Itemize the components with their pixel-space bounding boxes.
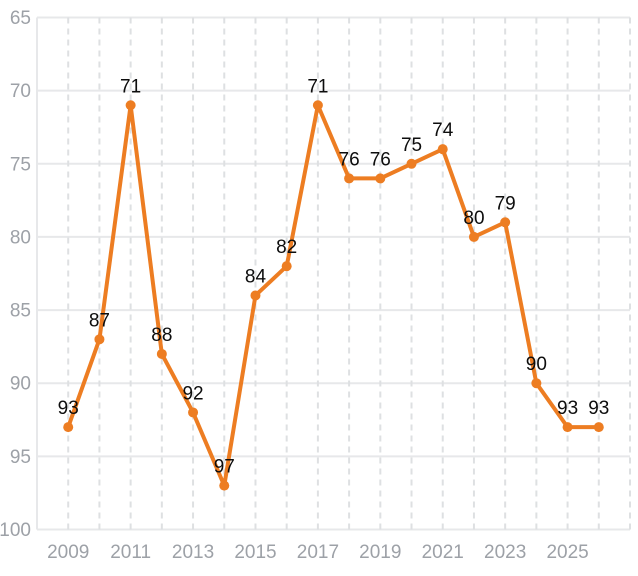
x-tick-label: 2017 — [297, 542, 339, 563]
data-point — [63, 422, 74, 433]
data-point-label: 97 — [214, 457, 235, 478]
data-point-label: 92 — [182, 383, 203, 404]
y-tick-label: 100 — [0, 520, 31, 541]
data-point — [468, 231, 479, 242]
y-tick-label: 95 — [10, 447, 31, 468]
data-point-label: 93 — [58, 398, 79, 419]
data-point — [156, 348, 167, 359]
x-tick-label: 2011 — [110, 542, 151, 563]
y-tick-label: 75 — [10, 154, 31, 175]
x-tick-label: 2025 — [546, 542, 588, 563]
data-point — [94, 334, 105, 345]
data-point — [562, 422, 573, 433]
data-point-label: 93 — [557, 398, 578, 419]
x-tick-label: 2023 — [484, 542, 526, 563]
data-point-label: 76 — [370, 149, 391, 170]
data-point-label: 71 — [120, 76, 141, 97]
data-point-label: 88 — [151, 325, 172, 346]
data-point-label: 80 — [463, 208, 484, 229]
data-point — [125, 100, 136, 111]
data-point — [188, 407, 199, 418]
x-tick-label: 2015 — [234, 542, 276, 563]
data-point — [312, 100, 323, 111]
data-point-label: 71 — [307, 76, 328, 97]
data-point — [406, 158, 417, 169]
x-tick-label: 2019 — [359, 542, 401, 563]
data-point-label: 87 — [89, 310, 110, 331]
data-point — [593, 422, 604, 433]
data-point-label: 90 — [526, 354, 547, 375]
data-point-label: 74 — [432, 120, 454, 141]
y-tick-label: 70 — [10, 81, 31, 102]
y-tick-label: 85 — [10, 301, 31, 322]
x-tick-label: 2021 — [422, 542, 464, 563]
data-point-label: 76 — [339, 149, 360, 170]
data-line — [66, 103, 601, 488]
data-point-label: 75 — [401, 135, 422, 156]
data-point-label: 79 — [495, 193, 516, 214]
data-point-label: 93 — [588, 398, 609, 419]
data-point — [375, 173, 386, 184]
x-tick-label: 2009 — [47, 542, 89, 563]
data-point — [219, 480, 230, 491]
y-tick-label: 80 — [10, 227, 31, 248]
x-tick-label: 2013 — [172, 542, 214, 563]
data-point — [281, 261, 292, 272]
data-point — [531, 378, 542, 389]
y-tick-label: 65 — [10, 8, 31, 29]
data-point-label: 84 — [245, 266, 267, 287]
y-tick-label: 90 — [10, 374, 31, 395]
data-point — [250, 290, 261, 301]
data-point — [437, 144, 448, 155]
data-point — [344, 173, 355, 184]
data-point — [500, 217, 511, 228]
data-point-label: 82 — [276, 237, 297, 258]
